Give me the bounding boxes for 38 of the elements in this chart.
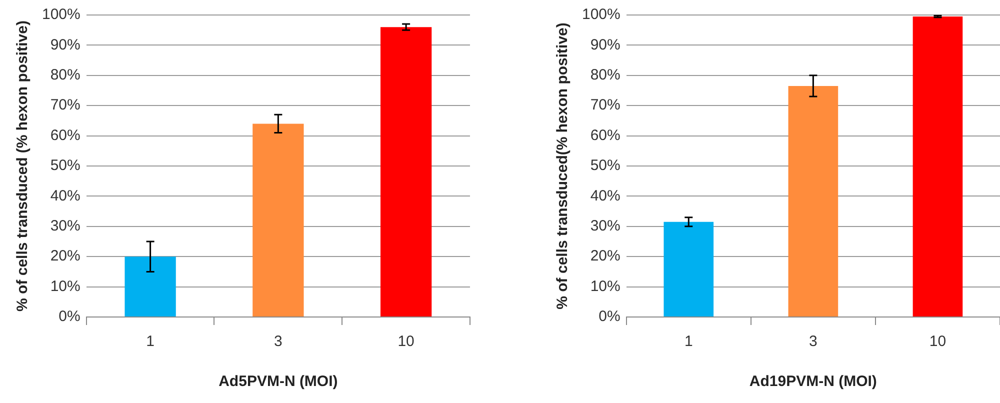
y-axis-title: % of cells transduced(% hexon positive)	[554, 22, 572, 310]
y-axis-title: % of cells transduced (% hexon positive)	[14, 20, 32, 312]
y-tick-label: 90%	[590, 36, 620, 54]
y-tick-label: 30%	[50, 218, 80, 235]
y-tick-label: 0%	[58, 308, 80, 326]
y-tick-label: 20%	[590, 248, 620, 265]
x-tick-label: 1	[684, 333, 693, 350]
bar	[788, 86, 838, 316]
bar	[252, 124, 304, 316]
y-tick-label: 10%	[590, 278, 620, 295]
y-tick-label: 0%	[598, 308, 620, 326]
x-axis-title: Ad5PVM-N (MOI)	[218, 373, 338, 390]
x-tick-label: 10	[929, 333, 946, 350]
x-tick-label: 3	[274, 333, 282, 350]
y-tick-label: 50%	[590, 157, 620, 174]
y-tick-label: 10%	[50, 278, 80, 295]
y-tick-label: 100%	[42, 6, 80, 24]
y-tick-label: 30%	[590, 218, 620, 235]
y-tick-label: 60%	[590, 126, 620, 144]
y-tick-label: 60%	[50, 126, 80, 144]
bar	[124, 256, 176, 316]
bar	[664, 222, 714, 316]
x-axis-title: Ad19PVM-N (MOI)	[749, 373, 877, 390]
y-tick-label: 40%	[590, 187, 620, 204]
bar	[380, 27, 432, 316]
y-tick-label: 50%	[50, 157, 80, 174]
bar	[912, 16, 963, 316]
y-tick-label: 80%	[590, 66, 620, 84]
y-tick-label: 90%	[50, 36, 80, 54]
y-tick-label: 70%	[50, 96, 80, 114]
y-tick-label: 80%	[50, 66, 80, 84]
x-tick-label: 1	[146, 333, 154, 350]
y-tick-label: 40%	[50, 187, 80, 204]
y-tick-label: 70%	[590, 96, 620, 114]
y-tick-label: 20%	[50, 248, 80, 265]
x-tick-label: 3	[809, 333, 818, 350]
x-tick-label: 10	[398, 333, 414, 350]
y-tick-label: 100%	[582, 6, 620, 24]
